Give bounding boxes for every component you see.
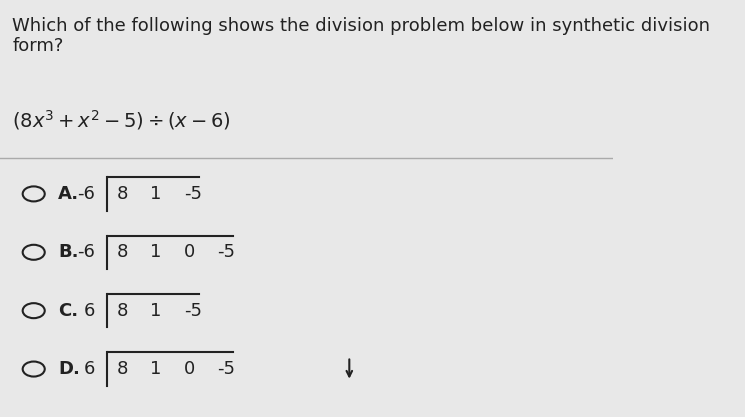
Text: -5: -5	[184, 185, 202, 203]
Text: 8: 8	[116, 243, 128, 261]
Text: D.: D.	[58, 360, 80, 378]
Text: 0: 0	[184, 243, 195, 261]
Text: 6: 6	[83, 301, 95, 320]
Text: A.: A.	[58, 185, 80, 203]
Text: 8: 8	[116, 360, 128, 378]
Text: 1: 1	[150, 301, 162, 320]
Text: -5: -5	[184, 301, 202, 320]
Text: C.: C.	[58, 301, 78, 320]
Text: Which of the following shows the division problem below in synthetic division
fo: Which of the following shows the divisio…	[12, 17, 710, 55]
Text: B.: B.	[58, 243, 79, 261]
Text: 1: 1	[150, 243, 162, 261]
Text: 8: 8	[116, 301, 128, 320]
Text: 1: 1	[150, 185, 162, 203]
Text: 1: 1	[150, 360, 162, 378]
Text: 8: 8	[116, 185, 128, 203]
Text: -5: -5	[218, 360, 235, 378]
Text: 6: 6	[83, 360, 95, 378]
Text: -6: -6	[77, 185, 95, 203]
Text: -5: -5	[218, 243, 235, 261]
Text: -6: -6	[77, 243, 95, 261]
Text: $(8x^3 + x^2 - 5) \div (x - 6)$: $(8x^3 + x^2 - 5) \div (x - 6)$	[12, 108, 231, 132]
Text: 0: 0	[184, 360, 195, 378]
